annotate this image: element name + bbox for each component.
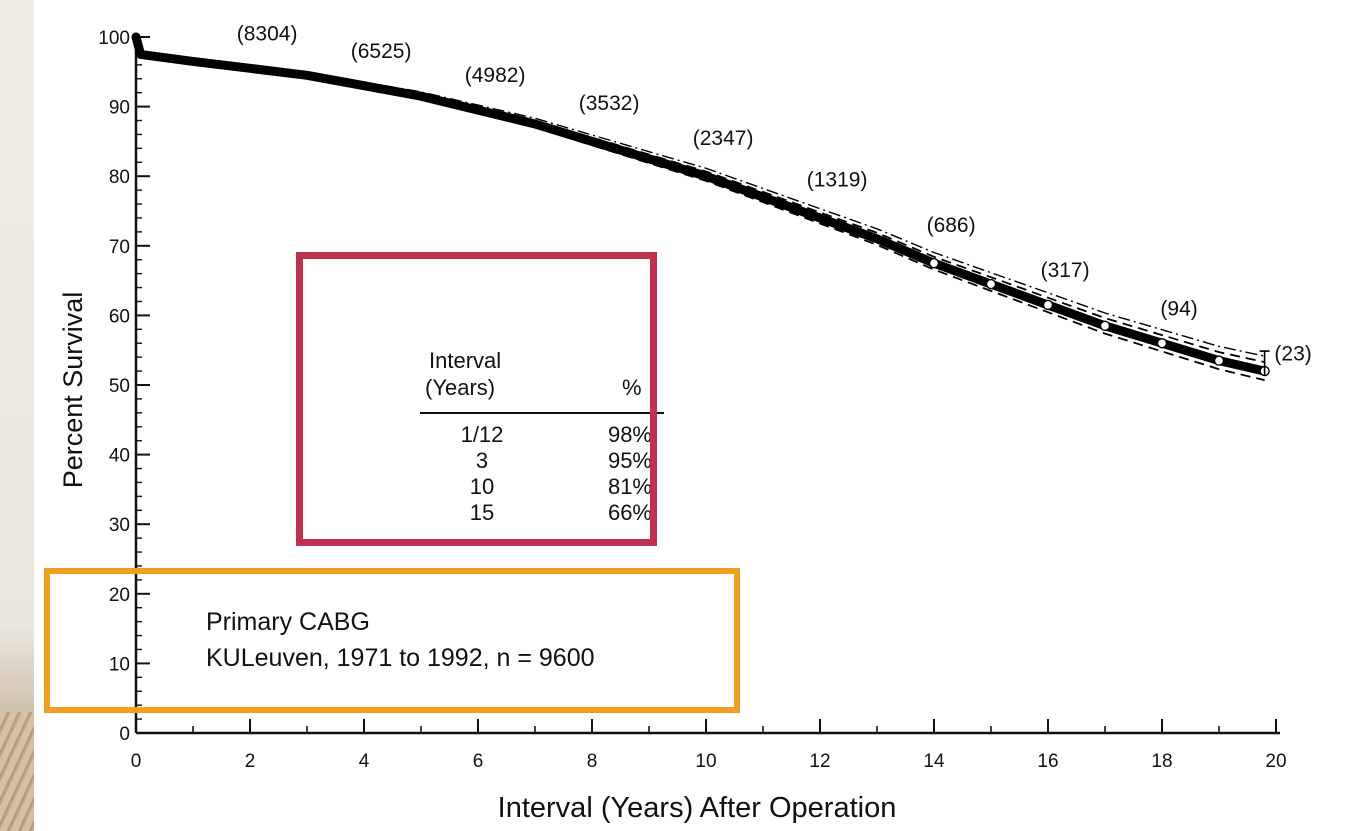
survival-chart: 0 2 4 6 8 10 12 14 16 18 20 0 10 20 30 40 50 60 70 80 90 100 … — [58, 22, 1312, 824]
x-tick-label: 6 — [473, 751, 484, 772]
y-tick-label: 40 — [109, 446, 130, 467]
data-point — [1042, 299, 1054, 311]
table-cell-percent: 81% — [608, 474, 652, 499]
x-tick-label: 8 — [587, 751, 598, 772]
x-tick-label: 0 — [131, 751, 142, 772]
y-tick-label: 0 — [119, 724, 130, 745]
table-header-interval: Interval — [429, 348, 501, 373]
survival-figure: 0 2 4 6 8 10 12 14 16 18 20 0 10 20 30 40 50 60 70 80 90 100 … — [34, 0, 1347, 831]
x-tick-label: 2 — [245, 751, 256, 772]
x-tick-label: 18 — [1151, 751, 1172, 772]
y-tick-label: 60 — [109, 306, 130, 327]
chart-axes — [134, 33, 1280, 735]
survival-line-tail — [135, 36, 1265, 373]
table-cell-interval: 15 — [470, 500, 494, 525]
table-cell-interval: 3 — [476, 448, 488, 473]
survival-curve — [131, 32, 1270, 377]
data-point — [1156, 338, 1168, 349]
x-tick-label: 10 — [695, 751, 716, 772]
y-tick-label: 20 — [109, 585, 130, 606]
survival-line — [131, 32, 1270, 376]
x-tick-label: 20 — [1265, 751, 1286, 772]
confidence-band — [135, 36, 1265, 381]
y-tick-label: 100 — [98, 28, 130, 49]
caption-line-2: KULeuven, 1971 to 1992, n = 9600 — [206, 644, 595, 672]
table-cell-interval: 1/12 — [461, 422, 504, 447]
x-tick-label: 4 — [359, 751, 370, 772]
caption-line-1: Primary CABG — [206, 608, 370, 636]
y-tick-label: 70 — [109, 237, 130, 258]
patients-at-risk-label: (4982) — [465, 64, 526, 87]
patients-at-risk-label: (1319) — [807, 169, 868, 192]
upper-confidence-limit — [135, 36, 1265, 363]
data-point — [1099, 320, 1111, 332]
table-rows: 1/12 98% 3 95% 10 81% 15 66% — [461, 422, 652, 525]
table-header-percent: % — [622, 375, 642, 400]
table-cell-percent: 66% — [608, 500, 652, 525]
patients-at-risk-labels: (8304) (6525) (4982) (3532) (2347) (1319) (686… — [237, 22, 1312, 365]
patients-at-risk-label: (686) — [927, 214, 976, 237]
survival-table: Interval (Years) % 1/12 98% 3 95% 10 81% 15 66% — [420, 348, 664, 525]
patients-at-risk-label: (3532) — [579, 92, 640, 115]
table-cell-interval: 10 — [470, 474, 494, 499]
y-tick-label: 30 — [109, 515, 130, 536]
table-header-years: (Years) — [425, 375, 495, 400]
y-tick-label: 50 — [109, 376, 130, 397]
patients-at-risk-label: (6525) — [351, 40, 412, 63]
slide-background-wood — [0, 712, 34, 831]
y-tick-label: 10 — [109, 654, 130, 675]
lower-confidence-limit — [135, 36, 1265, 381]
figure-caption: Primary CABG KULeuven, 1971 to 1992, n =… — [206, 608, 595, 672]
slide-background — [0, 0, 34, 831]
reference-line — [135, 36, 1265, 357]
data-point — [985, 278, 997, 290]
x-tick-label: 12 — [809, 751, 830, 772]
y-axis-label: Percent Survival — [58, 292, 88, 489]
axis-titles: Interval (Years) After Operation Percent… — [58, 292, 896, 824]
y-tick-label: 90 — [109, 98, 130, 119]
patients-at-risk-label: (8304) — [237, 22, 298, 45]
patients-at-risk-label: (317) — [1041, 259, 1090, 282]
chart-ticks: 0 2 4 6 8 10 12 14 16 18 20 0 10 20 30 40 50 60 70 80 90 100 — [98, 28, 1286, 772]
table-cell-percent: 95% — [608, 448, 652, 473]
table-cell-percent: 98% — [608, 422, 652, 447]
patients-at-risk-label: (23) — [1274, 343, 1311, 366]
data-point — [928, 258, 940, 269]
x-tick-label: 14 — [923, 751, 945, 772]
y-tick-label: 80 — [109, 167, 130, 188]
x-tick-label: 16 — [1037, 751, 1058, 772]
x-axis-label: Interval (Years) After Operation — [498, 792, 897, 824]
data-point — [1213, 355, 1225, 366]
patients-at-risk-label: (94) — [1160, 297, 1197, 320]
patients-at-risk-label: (2347) — [693, 127, 754, 150]
